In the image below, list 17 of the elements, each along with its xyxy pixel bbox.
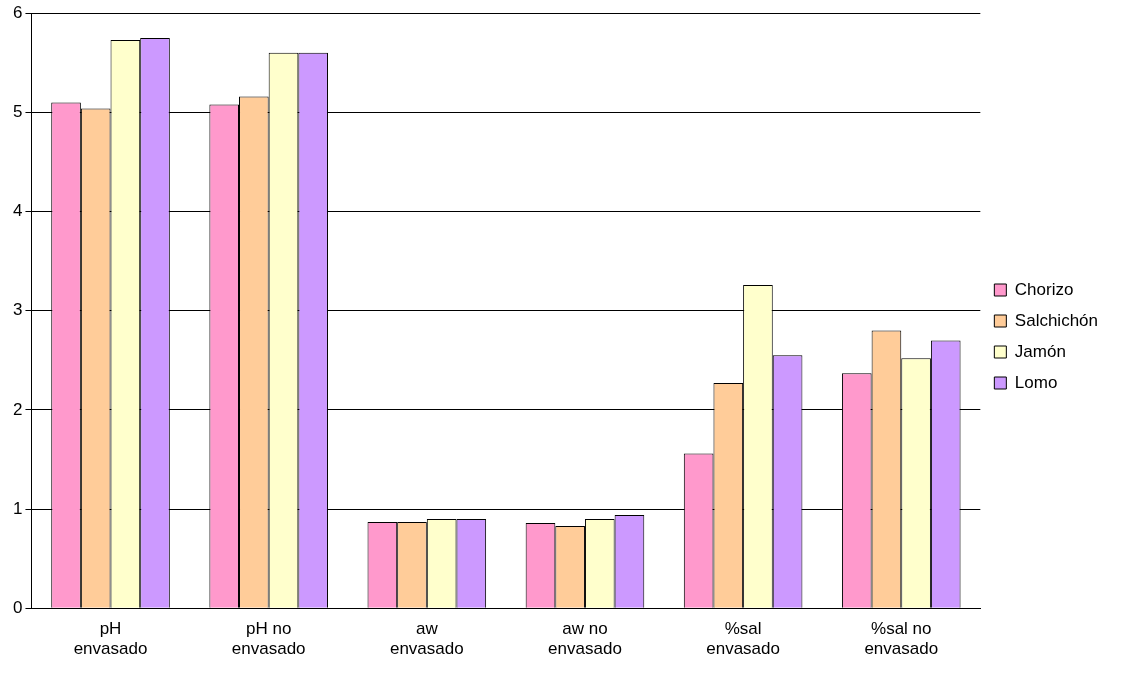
x-tick-label: %sal envasado	[706, 619, 780, 659]
legend-label: Chorizo	[1014, 279, 1074, 299]
y-tick-label: 4	[12, 201, 23, 221]
y-tick-label: 6	[12, 2, 23, 22]
x-tick-label: pH no envasado	[231, 619, 306, 659]
legend-label: Jamón	[1014, 341, 1066, 361]
y-tick-label: 1	[12, 498, 23, 518]
x-tick-label: aw no envasado	[548, 619, 622, 659]
x-tick-label: %sal no envasado	[864, 619, 939, 659]
x-tick-label: aw envasado	[389, 619, 464, 659]
y-tick-label: 2	[12, 399, 23, 419]
y-tick-label: 3	[12, 300, 23, 320]
y-tick-label: 5	[12, 102, 23, 122]
legend-label: Lomo	[1014, 372, 1058, 392]
x-tick-label: pH envasado	[73, 619, 148, 659]
y-tick-label: 0	[12, 597, 23, 617]
legend-label: Salchichón	[1014, 310, 1099, 330]
